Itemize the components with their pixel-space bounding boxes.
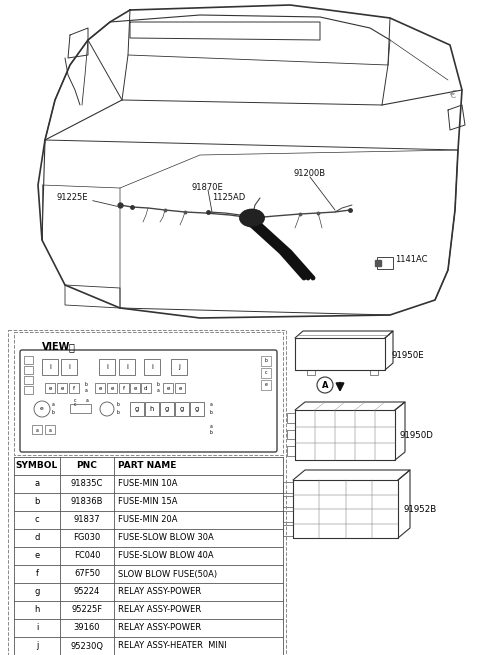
Text: f: f — [36, 569, 38, 578]
Text: b: b — [210, 430, 213, 436]
Text: i: i — [49, 364, 51, 370]
Text: b: b — [264, 358, 267, 364]
Text: g: g — [34, 588, 40, 597]
Text: b: b — [51, 409, 54, 415]
Text: b: b — [156, 381, 159, 386]
Text: e: e — [98, 386, 102, 390]
Text: a: a — [35, 479, 39, 489]
Text: e: e — [48, 386, 52, 390]
Text: c: c — [74, 403, 76, 407]
Text: 1125AD: 1125AD — [212, 193, 245, 202]
Text: FC040: FC040 — [74, 552, 100, 561]
Text: e: e — [110, 386, 114, 390]
Text: A: A — [322, 381, 328, 390]
Text: RELAY ASSY-POWER: RELAY ASSY-POWER — [118, 624, 201, 633]
Text: PART NAME: PART NAME — [118, 462, 176, 470]
Text: h: h — [34, 605, 40, 614]
Text: a: a — [84, 388, 87, 394]
Text: d: d — [34, 534, 40, 542]
Text: RELAY ASSY-POWER: RELAY ASSY-POWER — [118, 605, 201, 614]
Text: j: j — [36, 641, 38, 650]
Text: Ⓐ: Ⓐ — [69, 342, 75, 352]
Text: 39160: 39160 — [74, 624, 100, 633]
Text: FUSE-SLOW BLOW 40A: FUSE-SLOW BLOW 40A — [118, 552, 214, 561]
Text: 91952B: 91952B — [403, 506, 436, 514]
Text: a: a — [156, 388, 159, 394]
Text: d: d — [144, 386, 148, 390]
Text: e: e — [133, 386, 137, 390]
Text: a: a — [210, 424, 212, 428]
Text: 91225E: 91225E — [57, 193, 88, 202]
Text: SYMBOL: SYMBOL — [16, 462, 58, 470]
Text: c: c — [265, 371, 267, 375]
Text: 91870E: 91870E — [192, 183, 224, 191]
Text: e: e — [60, 386, 64, 390]
Text: a: a — [85, 398, 88, 403]
Text: 95225F: 95225F — [72, 605, 103, 614]
Text: f: f — [123, 386, 125, 390]
Text: e: e — [35, 552, 40, 561]
Text: VIEW: VIEW — [42, 342, 71, 352]
Text: c: c — [74, 398, 76, 403]
Text: 95224: 95224 — [74, 588, 100, 597]
Text: b: b — [210, 409, 213, 415]
Text: b: b — [34, 498, 40, 506]
Text: 1141AC: 1141AC — [395, 255, 428, 265]
Text: RELAY ASSY-HEATER  MINI: RELAY ASSY-HEATER MINI — [118, 641, 227, 650]
Text: b: b — [84, 381, 87, 386]
Text: b: b — [117, 409, 120, 415]
Text: e: e — [178, 386, 182, 390]
Text: 67F50: 67F50 — [74, 569, 100, 578]
Text: €: € — [449, 90, 456, 100]
Text: a: a — [36, 428, 38, 432]
Text: j: j — [178, 364, 180, 370]
Text: 91835C: 91835C — [71, 479, 103, 489]
Text: 95230Q: 95230Q — [71, 641, 104, 650]
Text: i: i — [151, 364, 153, 370]
Text: 91950D: 91950D — [400, 432, 434, 441]
Text: c: c — [35, 515, 39, 525]
Text: FUSE-SLOW BLOW 30A: FUSE-SLOW BLOW 30A — [118, 534, 214, 542]
Text: b: b — [117, 403, 120, 407]
Text: FUSE-MIN 10A: FUSE-MIN 10A — [118, 479, 178, 489]
Text: PNC: PNC — [77, 462, 97, 470]
Text: g: g — [180, 406, 184, 412]
Text: SLOW BLOW FUSE(50A): SLOW BLOW FUSE(50A) — [118, 569, 217, 578]
Text: a: a — [52, 403, 54, 407]
Text: g: g — [165, 406, 169, 412]
Text: 91200B: 91200B — [293, 168, 325, 178]
Text: a: a — [48, 428, 51, 432]
Text: i: i — [36, 624, 38, 633]
Ellipse shape — [240, 209, 264, 227]
Text: e: e — [166, 386, 170, 390]
Text: 91837: 91837 — [74, 515, 100, 525]
Text: 91836B: 91836B — [71, 498, 103, 506]
Text: f: f — [73, 386, 75, 390]
Text: 91950E: 91950E — [392, 350, 425, 360]
Text: g: g — [195, 406, 199, 412]
Text: RELAY ASSY-POWER: RELAY ASSY-POWER — [118, 588, 201, 597]
Text: g: g — [135, 406, 139, 412]
Text: FG030: FG030 — [73, 534, 101, 542]
Text: h: h — [150, 406, 154, 412]
Text: e: e — [264, 383, 267, 388]
Text: FUSE-MIN 20A: FUSE-MIN 20A — [118, 515, 178, 525]
Text: i: i — [68, 364, 70, 370]
Text: FUSE-MIN 15A: FUSE-MIN 15A — [118, 498, 178, 506]
Text: e: e — [40, 407, 44, 411]
Text: a: a — [210, 403, 212, 407]
Text: i: i — [126, 364, 128, 370]
Text: i: i — [106, 364, 108, 370]
